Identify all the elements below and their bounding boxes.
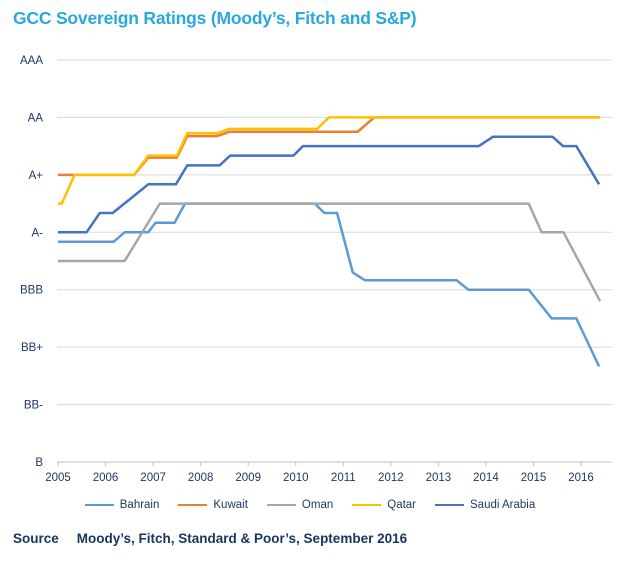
y-axis-label: A- [32,227,44,239]
x-axis-label: 2008 [188,472,214,484]
x-axis-label: 2010 [283,472,309,484]
legend-item-oman: Oman [266,499,334,511]
x-axis-label: 2005 [45,472,71,484]
legend-swatch [352,504,382,506]
x-axis-label: 2006 [93,472,119,484]
source-text: Moody’s, Fitch, Standard & Poor’s, Septe… [76,531,408,546]
series-line-bahrain [58,202,601,367]
legend-swatch [435,504,465,506]
chart-title: GCC Sovereign Ratings (Moody’s, Fitch an… [13,8,417,28]
y-axis-label: BB+ [21,342,43,354]
x-axis-label: 2013 [426,472,452,484]
x-axis-label: 2016 [568,472,594,484]
legend: Bahrain Kuwait Oman Qatar Saudi Arabia [0,499,620,511]
x-axis-label: 2011 [331,472,356,484]
y-axis-label: AA [28,112,44,124]
series-line-saudi-arabia [58,135,601,234]
source-label: Source [13,531,59,546]
source-note: Source Moody’s, Fitch, Standard & Poor’s,… [13,531,407,546]
legend-label: Saudi Arabia [470,499,536,511]
y-axis-label: AAA [20,55,43,67]
x-axis-label: 2012 [378,472,404,484]
legend-item-qatar: Qatar [352,499,416,511]
legend-label: Qatar [387,499,417,511]
y-axis-label: A+ [29,170,44,182]
x-axis-label: 2015 [521,472,547,484]
legend-label: Bahrain [119,499,160,511]
legend-item-saudi-arabia: Saudi Arabia [435,499,535,511]
ratings-line-chart: 2005 2006 2007 2008 2009 2010 2011 2012 2013 2014… [20,55,612,484]
y-axis-label: B [35,457,43,469]
x-axis-label: 2007 [140,472,166,484]
y-axis-label: BB- [24,400,43,412]
legend-item-bahrain: Bahrain [84,499,160,511]
legend-item-kuwait: Kuwait [178,499,248,511]
series-line-qatar [58,116,601,205]
legend-label: Oman [301,499,334,511]
y-axis-label: BBB [20,285,43,297]
legend-swatch [84,504,114,506]
x-axis-label: 2009 [235,472,261,484]
legend-swatch [266,504,296,506]
legend-label: Kuwait [213,499,248,511]
x-axis-label: 2014 [473,472,499,484]
legend-swatch [178,504,208,506]
series-line-oman [58,202,602,302]
